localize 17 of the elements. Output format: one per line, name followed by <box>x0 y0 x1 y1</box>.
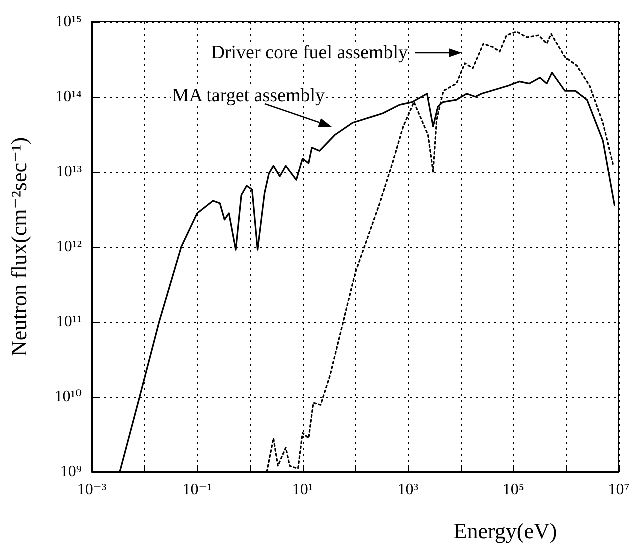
x-tick-label: 10³ <box>398 482 419 498</box>
x-axis-title: Energy(eV) <box>454 518 558 544</box>
x-tick-label: 10¹ <box>292 482 314 498</box>
annotation: Driver core fuel assembly <box>211 42 408 64</box>
y-tick-label: 10¹² <box>56 238 82 256</box>
y-tick-label: 10¹⁵ <box>56 14 82 30</box>
x-tick-label: 10⁻³ <box>77 482 107 498</box>
annotation: MA target assembly <box>172 86 326 106</box>
y-tick-label: 10¹¹ <box>56 314 82 330</box>
y-tick-label: 10¹⁰ <box>54 388 82 406</box>
y-tick-label: 10¹³ <box>56 164 82 180</box>
x-tick-label: 10⁵ <box>502 482 524 498</box>
x-tick-label: 10⁻¹ <box>182 482 212 498</box>
y-axis-title: Neutron flux(cm⁻²sec⁻¹) <box>6 137 32 357</box>
x-tick-label: 10⁷ <box>608 482 630 498</box>
y-tick-label: 10⁹ <box>60 464 82 480</box>
y-tick-label: 10¹⁴ <box>56 88 82 106</box>
